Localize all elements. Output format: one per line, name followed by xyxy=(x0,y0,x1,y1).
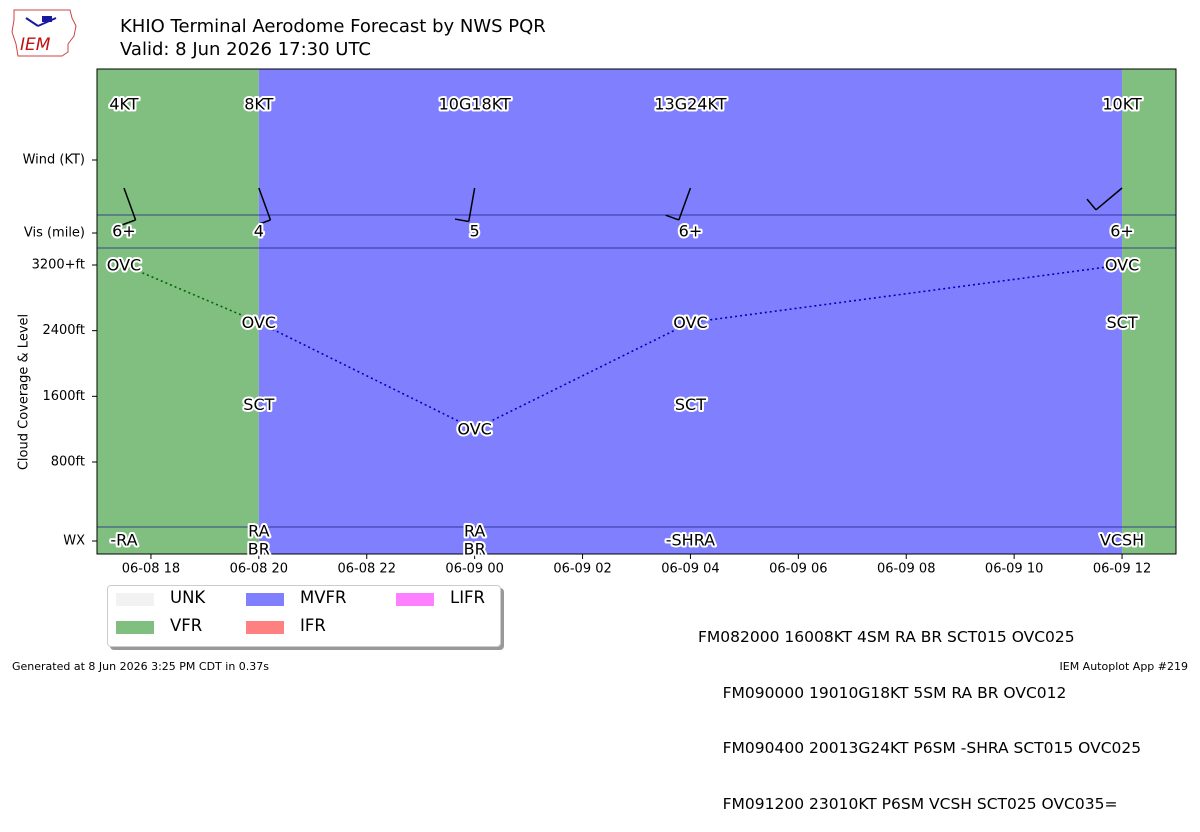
wind-barb-feather xyxy=(1086,198,1097,211)
chart-title: KHIO Terminal Aerodome Forecast by NWS P… xyxy=(120,16,546,37)
wind-speed-label: 10G18KT xyxy=(439,95,511,114)
legend-label: IFR xyxy=(300,616,326,635)
weather-label: -SHRA xyxy=(666,531,715,550)
x-tick-label: 06-08 20 xyxy=(230,562,288,577)
legend-swatch xyxy=(396,593,434,606)
wind-barb-feather xyxy=(454,218,469,223)
cloud-cover-label: OVC xyxy=(457,420,491,439)
x-tick-label: 06-09 02 xyxy=(553,562,611,577)
wind-speed-label: 4KT xyxy=(109,95,138,114)
wind-row-label: Wind (KT) xyxy=(23,153,85,168)
taf-text: FM082000 16008KT 4SM RA BR SCT015 OVC025… xyxy=(698,591,1141,832)
x-tick-label: 06-08 22 xyxy=(338,562,396,577)
x-tick-label: 06-09 08 xyxy=(877,562,935,577)
legend-swatch xyxy=(246,621,284,634)
taf-line: FM090400 20013G24KT P6SM -SHRA SCT015 OV… xyxy=(698,739,1142,757)
wind-barb xyxy=(258,187,272,221)
visibility-label: 6+ xyxy=(1110,222,1134,241)
weather-label: RA xyxy=(464,522,485,541)
cloud-trend-line xyxy=(258,321,476,430)
flight-category-band xyxy=(1122,69,1176,554)
legend-label: VFR xyxy=(170,616,203,635)
generated-footer: Generated at 8 Jun 2026 3:25 PM CDT in 0… xyxy=(12,660,270,673)
chart-subtitle: Valid: 8 Jun 2026 17:30 UTC xyxy=(120,39,371,60)
cloud-cover-label: OVC xyxy=(673,313,707,332)
visibility-label: 4 xyxy=(254,222,264,241)
cloud-trend-line xyxy=(474,321,691,430)
wind-barb xyxy=(1095,187,1123,211)
y-tick-label: 2400ft xyxy=(42,323,85,338)
weather-label: BR xyxy=(248,540,270,559)
legend-swatch xyxy=(246,593,284,606)
flight-category-band xyxy=(258,69,1123,554)
x-tick-label: 06-09 04 xyxy=(661,562,719,577)
x-tick-label: 06-09 10 xyxy=(985,562,1043,577)
taf-line: FM090000 19010G18KT 5SM RA BR OVC012 xyxy=(698,683,1067,702)
x-tick-label: 06-09 12 xyxy=(1093,562,1151,577)
weather-label: VCSH xyxy=(1100,531,1144,550)
x-tick-label: 06-08 18 xyxy=(122,562,180,577)
legend-swatch xyxy=(116,593,154,606)
legend: UNK VFR MVFR IFR LIFR xyxy=(107,585,501,647)
wind-barb xyxy=(123,187,137,221)
iem-logo: IEM xyxy=(8,4,80,60)
wind-speed-label: 13G24KT xyxy=(654,95,726,114)
y-tick-label: 800ft xyxy=(51,455,85,470)
taf-line: FM082000 16008KT 4SM RA BR SCT015 OVC025 xyxy=(698,628,1075,646)
cloud-cover-label: OVC xyxy=(1105,256,1139,275)
visibility-label: 6+ xyxy=(679,222,703,241)
cloud-cover-label: OVC xyxy=(242,313,276,332)
y-axis-label: Cloud Coverage & Level xyxy=(17,314,32,470)
cloud-cover-label: OVC xyxy=(107,256,141,275)
legend-label: MVFR xyxy=(300,588,347,607)
flight-category-band xyxy=(97,69,259,554)
plot-frame xyxy=(96,68,1177,555)
taf-chart: Wind (KT) Vis (mile) WX 3200+ft 2400ft 1600ft… xyxy=(17,68,1177,577)
wind-barb-feather xyxy=(122,219,136,226)
legend-swatch xyxy=(116,621,154,634)
wind-barb-feather xyxy=(257,219,271,226)
wx-row-label: WX xyxy=(63,534,85,549)
visibility-label: 6+ xyxy=(112,222,136,241)
wind-barb xyxy=(468,187,476,222)
cloud-cover-label: SCT xyxy=(243,395,274,414)
weather-label: RA xyxy=(248,522,269,541)
logo-text: IEM xyxy=(20,35,51,55)
cloud-cover-label: SCT xyxy=(1106,313,1137,332)
cloud-cover-label: SCT xyxy=(675,395,706,414)
app-footer: IEM Autoplot App #219 xyxy=(1059,660,1189,673)
wind-barb-feather xyxy=(665,214,680,221)
x-tick-label: 06-09 00 xyxy=(445,562,503,577)
y-tick-label: 3200+ft xyxy=(32,258,85,273)
legend-label: UNK xyxy=(170,588,206,607)
wind-barb xyxy=(678,187,692,221)
weather-label: BR xyxy=(464,540,486,559)
vis-row-label: Vis (mile) xyxy=(24,226,85,241)
wind-speed-label: 10KT xyxy=(1102,95,1142,114)
y-tick-label: 1600ft xyxy=(42,389,85,404)
wind-speed-label: 8KT xyxy=(244,95,273,114)
visibility-label: 5 xyxy=(470,222,480,241)
weather-label: -RA xyxy=(110,531,137,550)
legend-label: LIFR xyxy=(450,588,486,607)
x-tick-label: 06-09 06 xyxy=(769,562,827,577)
taf-line: FM091200 23010KT P6SM VCSH SCT025 OVC035… xyxy=(698,794,1118,813)
